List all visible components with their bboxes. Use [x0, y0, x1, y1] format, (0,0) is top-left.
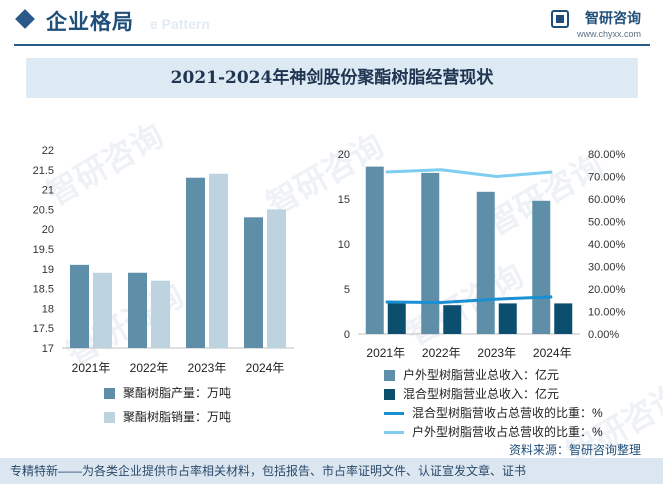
bar: [443, 305, 462, 334]
y-tick-label: 18: [42, 303, 54, 315]
y2-tick-label: 20.00%: [588, 284, 626, 296]
legend-right-1: 混合型树脂营业总收入：亿元: [384, 385, 559, 402]
bar: [70, 264, 89, 348]
brand-url: www.chyxx.com: [576, 29, 641, 39]
x-tick-label: 2024年: [533, 346, 572, 360]
bar: [186, 177, 205, 348]
legend-swatch: [384, 431, 404, 435]
y-tick-label: 22: [42, 145, 54, 157]
x-tick-label: 2021年: [72, 361, 111, 375]
y2-tick-label: 0.00%: [588, 329, 619, 341]
y-tick-label: 18.5: [33, 284, 54, 296]
x-tick-label: 2024年: [246, 361, 285, 375]
brand: 智研咨询 www.chyxx.com: [550, 8, 641, 39]
y2-tick-label: 10.00%: [588, 307, 626, 319]
legend-label: 聚酯树脂销量：万吨: [123, 410, 232, 424]
y2-tick-label: 70.00%: [588, 172, 626, 184]
section-title: 企业格局: [46, 11, 134, 34]
page-header: 企业格局 e Pattern 智研咨询 www.chyxx.com: [0, 0, 663, 46]
x-tick-label: 2021年: [366, 346, 405, 360]
bar: [532, 200, 551, 334]
x-tick-label: 2022年: [130, 361, 169, 375]
legend-swatch: [384, 389, 395, 401]
legend-right-2: 混合型树脂营收占总营收的比重：%: [384, 404, 603, 421]
y2-tick-label: 30.00%: [588, 262, 626, 274]
chart-title: 2021-2024年神剑股份聚酯树脂经营现状: [26, 58, 638, 98]
bar: [498, 303, 517, 334]
y-tick-label: 5: [344, 284, 350, 296]
legend-left-0: 聚酯树脂产量：万吨: [104, 384, 231, 401]
brand-name: 智研咨询: [585, 10, 641, 26]
bar: [151, 280, 170, 348]
y-tick-label: 10: [338, 239, 350, 251]
y-tick-label: 17.5: [33, 323, 54, 335]
bar: [267, 209, 286, 348]
bar: [128, 272, 147, 348]
y-tick-label: 19: [42, 264, 54, 276]
header-watermark: e Pattern: [150, 16, 210, 32]
bar: [387, 303, 406, 334]
y2-tick-label: 50.00%: [588, 217, 626, 229]
bar: [244, 217, 263, 348]
source-note: 资料来源：智研咨询整理: [509, 441, 641, 458]
bar: [476, 191, 495, 334]
bar: [93, 272, 112, 348]
y-tick-label: 21.5: [33, 165, 54, 177]
x-tick-label: 2022年: [422, 346, 461, 360]
legend-swatch: [384, 370, 395, 382]
y-tick-label: 15: [338, 194, 350, 206]
legend-right-0: 户外型树脂营业总收入：亿元: [384, 366, 559, 383]
y2-tick-label: 40.00%: [588, 239, 626, 251]
legend-swatch: [104, 388, 115, 400]
y-tick-label: 0: [344, 329, 350, 341]
legend-right-3: 户外型树脂营收占总营收的比重：%: [384, 423, 603, 440]
source-name: 智研咨询整理: [568, 443, 641, 457]
legend-left-1: 聚酯树脂销量：万吨: [104, 408, 231, 425]
brand-logo-icon: [550, 10, 569, 28]
y-tick-label: 21: [42, 185, 54, 197]
legend-label: 聚酯树脂产量：万吨: [123, 386, 232, 400]
bar: [554, 303, 573, 334]
legend-label: 混合型树脂营业总收入：亿元: [403, 387, 560, 401]
y-tick-label: 19.5: [33, 244, 54, 256]
y2-tick-label: 80.00%: [588, 149, 626, 161]
y-tick-label: 20.5: [33, 204, 54, 216]
y-tick-label: 17: [42, 343, 54, 355]
x-tick-label: 2023年: [188, 361, 227, 375]
y2-tick-label: 60.00%: [588, 194, 626, 206]
legend-label: 混合型树脂营收占总营收的比重：%: [412, 406, 603, 420]
series-line: [385, 168, 553, 178]
y-tick-label: 20: [338, 149, 350, 161]
bar: [421, 172, 440, 334]
bar: [365, 166, 384, 334]
y-tick-label: 20: [42, 224, 54, 236]
legend-label: 户外型树脂营收占总营收的比重：%: [412, 425, 603, 439]
legend-swatch: [384, 412, 404, 416]
x-tick-label: 2023年: [477, 346, 516, 360]
legend-swatch: [104, 412, 115, 424]
bar: [209, 173, 228, 348]
source-prefix: 资料来源：: [508, 443, 569, 457]
footer-banner: 专精特新——为各类企业提供市占率相关材料，包括报告、市占率证明文件、认证宣发文章…: [0, 458, 663, 484]
series-line: [385, 295, 553, 304]
header-rule: [14, 44, 650, 46]
legend-label: 户外型树脂营业总收入：亿元: [403, 368, 560, 382]
